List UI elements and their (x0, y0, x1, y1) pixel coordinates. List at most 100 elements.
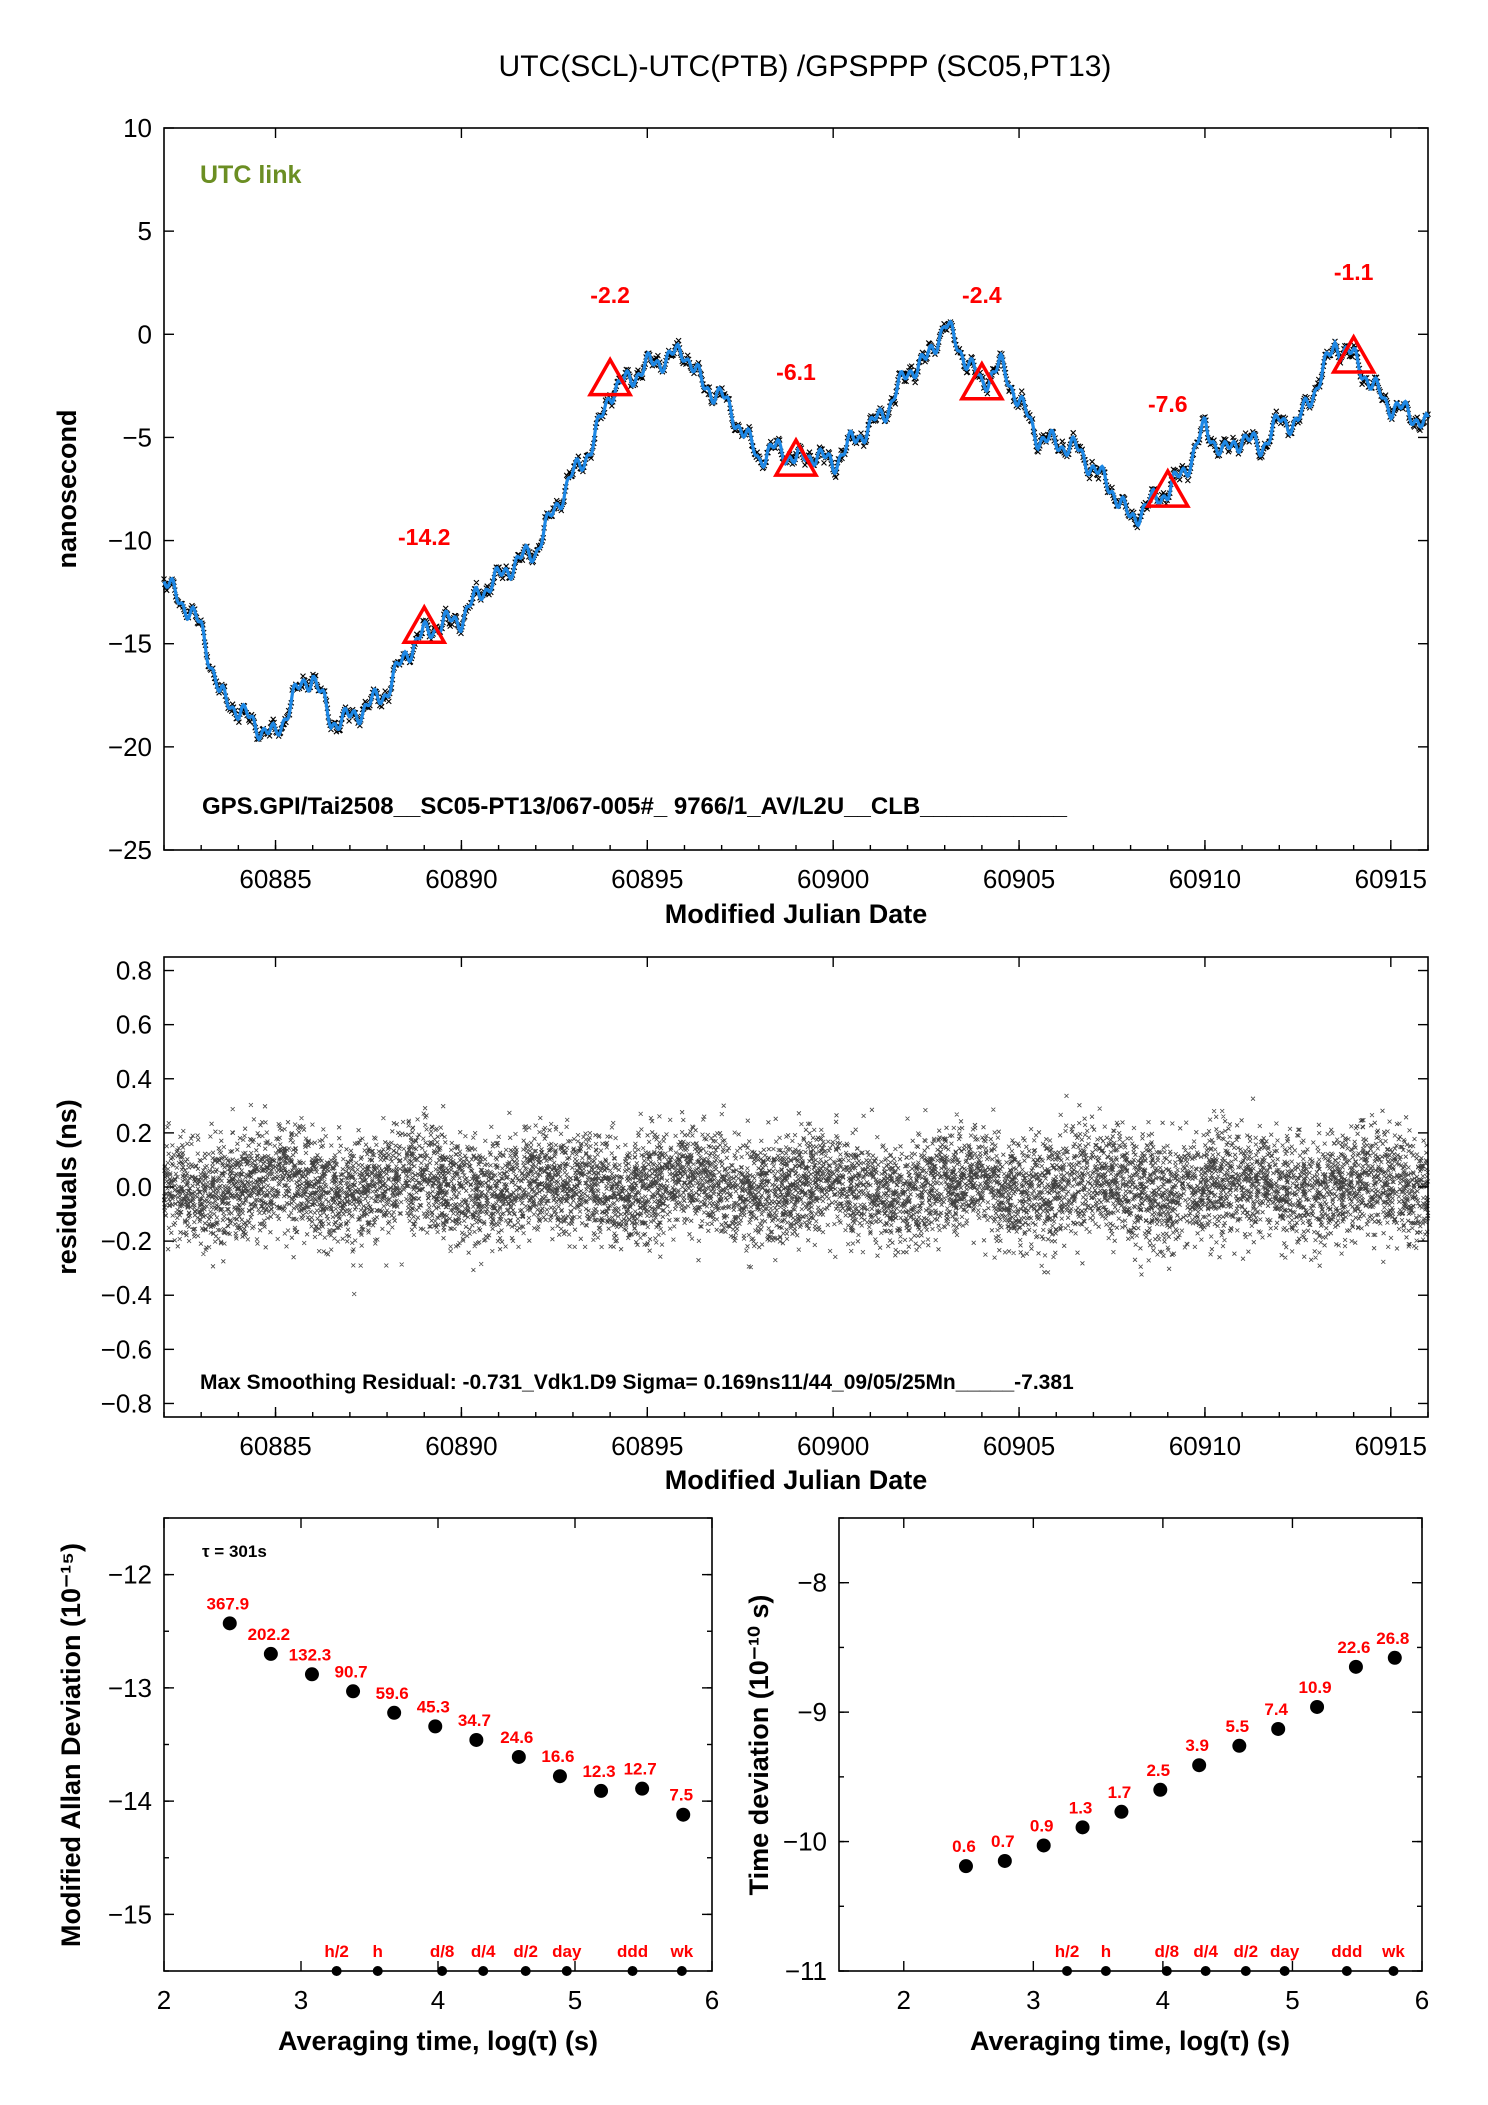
mdev-ylabel: Modified Allan Deviation (10⁻¹⁵) (56, 1543, 86, 1947)
time-mark-label: d/4 (471, 1942, 496, 1961)
deviation-value-label: 1.3 (1069, 1798, 1093, 1817)
y-tick-label: −10 (108, 526, 152, 556)
x-tick-label: 6 (705, 1985, 719, 2015)
mdev-xlabel: Averaging time, log(τ) (s) (278, 2026, 598, 2056)
tdev-points: 0.6 0.7 0.9 1.3 1.7 2.5 3.9 5.5 7.4 10.9 22.6 26.8 h… (952, 1629, 1409, 1976)
deviation-point (1036, 1838, 1051, 1853)
deviation-value-label: 22.6 (1337, 1638, 1370, 1657)
marker-triangle (1330, 333, 1377, 374)
y-tick-label: 0.8 (116, 956, 152, 986)
x-tick-label: 60895 (611, 1431, 683, 1461)
time-mark-label: d/8 (430, 1942, 455, 1961)
deviation-value-label: 0.6 (952, 1837, 976, 1856)
deviation-point (428, 1719, 443, 1734)
deviation-point (346, 1684, 361, 1699)
deviation-point (1153, 1782, 1168, 1797)
mdev-tau-note: τ = 301s (202, 1542, 267, 1561)
y-tick-label: 10 (123, 113, 152, 143)
x-tick-label: 5 (568, 1985, 582, 2015)
marker-label: -7.6 (1148, 391, 1188, 417)
time-mark-dot (1161, 1966, 1172, 1976)
y-tick-label: −20 (108, 732, 152, 762)
deviation-value-label: 90.7 (335, 1662, 368, 1681)
time-mark-dot (1279, 1966, 1290, 1976)
deviation-point (263, 1646, 278, 1661)
time-mark-dot (1240, 1966, 1251, 1976)
deviation-value-label: 16.6 (541, 1747, 574, 1766)
x-tick-label: 60910 (1169, 1431, 1241, 1461)
x-tick-label: 60905 (983, 864, 1055, 894)
deviation-point (1192, 1758, 1207, 1773)
y-tick-label: 0.6 (116, 1010, 152, 1040)
y-tick-label: −5 (122, 422, 152, 452)
time-mark-dot (478, 1966, 489, 1976)
y-tick-label: −0.4 (101, 1280, 152, 1310)
timeseries-footer: GPS.GPI/Tai2508__SC05-PT13/067-005#_ 976… (202, 793, 1068, 820)
time-mark-dot (331, 1966, 342, 1976)
marker-label: -2.2 (590, 282, 630, 308)
residuals-panel: 60885 60890 60895 60900 60905 60910 60915 −0.8 −… (52, 956, 1431, 1495)
y-tick-label: 0.2 (116, 1118, 152, 1148)
x-tick-label: 60905 (983, 1431, 1055, 1461)
deviation-value-label: 132.3 (289, 1645, 332, 1664)
timeseries-ylabel: nanosecond (52, 409, 82, 568)
deviation-value-label: 7.4 (1264, 1700, 1288, 1719)
deviation-point (1348, 1659, 1363, 1674)
time-mark-label: d/8 (1154, 1942, 1179, 1961)
time-mark-label: d/2 (1234, 1942, 1259, 1961)
deviation-point (1271, 1721, 1286, 1736)
deviation-point (1310, 1699, 1325, 1714)
time-mark-label: day (552, 1942, 582, 1961)
marker-label: -6.1 (776, 359, 816, 385)
x-tick-label: 60910 (1169, 864, 1241, 894)
marker-triangle (401, 603, 448, 644)
timeseries-panel: -14.2 -2.2 -6.1 -2.4 -7.6 -1.1 60885 60890 6089… (52, 113, 1431, 929)
y-tick-label: −25 (108, 835, 152, 865)
time-mark-dot (1341, 1966, 1352, 1976)
smoothed-curve (162, 319, 1430, 742)
residual-crosses (161, 1093, 1431, 1297)
deviation-point (676, 1807, 691, 1822)
time-mark-label: h/2 (324, 1942, 349, 1961)
time-mark-label: h (1101, 1942, 1111, 1961)
deviation-point (958, 1859, 973, 1874)
y-tick-label: −15 (108, 629, 152, 659)
tdev-frame (838, 1517, 1423, 1972)
deviation-value-label: 367.9 (206, 1594, 249, 1613)
time-mark-dot (1388, 1966, 1399, 1976)
x-tick-label: 4 (431, 1985, 445, 2015)
deviation-point (594, 1783, 609, 1798)
x-tick-label: 3 (1026, 1985, 1040, 2015)
time-mark-label: ddd (617, 1942, 648, 1961)
residuals-ticks: 60885 60890 60895 60900 60905 60910 60915 −0.8 −… (101, 956, 1429, 1461)
x-tick-label: 60895 (611, 864, 683, 894)
y-tick-label: 0.4 (116, 1064, 152, 1094)
time-mark-dot (676, 1966, 687, 1976)
x-tick-label: 4 (1156, 1985, 1170, 2015)
deviation-value-label: 26.8 (1376, 1629, 1409, 1648)
time-mark-dot (627, 1966, 638, 1976)
marker-label: -2.4 (962, 282, 1002, 308)
time-mark-dot (1200, 1966, 1211, 1976)
y-tick-label: −13 (108, 1673, 152, 1703)
y-tick-label: −14 (108, 1786, 152, 1816)
x-tick-label: 60890 (425, 864, 497, 894)
deviation-point (511, 1749, 526, 1764)
deviation-value-label: 7.5 (669, 1786, 693, 1805)
deviation-value-label: 202.2 (248, 1625, 291, 1644)
marker-group: -14.2 -2.2 -6.1 -2.4 -7.6 -1.1 (398, 259, 1377, 644)
x-tick-label: 3 (294, 1985, 308, 2015)
deviation-point (1114, 1804, 1129, 1819)
x-tick-label: 60900 (797, 1431, 869, 1461)
deviation-value-label: 1.7 (1108, 1783, 1132, 1802)
x-tick-label: 60900 (797, 864, 869, 894)
y-tick-label: −10 (783, 1827, 827, 1857)
deviation-point (222, 1616, 237, 1631)
figure-title: UTC(SCL)-UTC(PTB) /GPSPPP (SC05,PT13) (499, 50, 1112, 83)
time-mark-label: h/2 (1055, 1942, 1080, 1961)
y-tick-label: −0.8 (101, 1388, 152, 1418)
deviation-point (552, 1769, 567, 1784)
deviation-value-label: 0.7 (991, 1832, 1015, 1851)
